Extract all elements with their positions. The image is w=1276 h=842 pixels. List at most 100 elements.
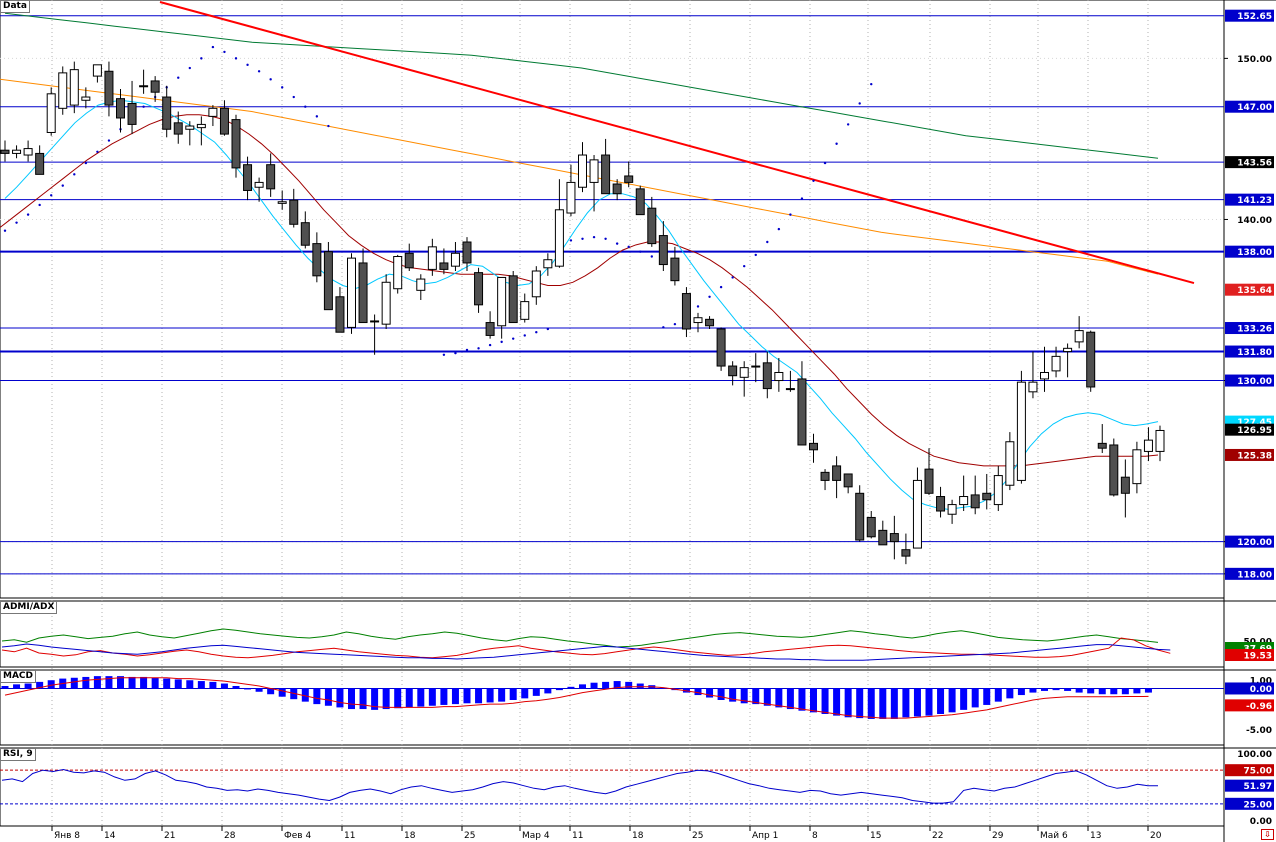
sar-dot [15, 221, 18, 224]
macd-histogram-bar [590, 682, 598, 689]
sar-dot [766, 240, 769, 244]
sar-dot [777, 227, 781, 231]
candle-body [508, 275, 518, 324]
candle-body [81, 96, 91, 101]
date-tick-label: 11 [344, 831, 355, 841]
sar-dot [3, 229, 7, 232]
sar-dot [846, 123, 850, 126]
candle-body [208, 107, 218, 117]
candle-body [728, 365, 738, 377]
expand-icon[interactable]: ⇩ [1261, 829, 1274, 840]
candle-body [254, 181, 264, 188]
candle-body [381, 281, 391, 325]
macd-histogram-bar [140, 676, 148, 689]
sar-dot [488, 343, 492, 347]
macd-histogram-bar [394, 688, 402, 709]
date-tick-label: 21 [164, 831, 175, 841]
candle-body [1016, 381, 1026, 481]
adx-series-line [1, 643, 1171, 661]
sar-dot [61, 184, 64, 187]
candle-body [982, 492, 992, 501]
candle-body [901, 549, 911, 557]
rsi-tick-label: 100.00 [1237, 750, 1272, 760]
sar-dot [858, 102, 861, 105]
macd-histogram-bar [163, 678, 171, 689]
candle-body [739, 367, 749, 378]
date-tick-label: 25 [464, 831, 475, 841]
macd-histogram-bar [625, 681, 633, 689]
macd-histogram-bar [1006, 688, 1014, 699]
ma-long-line [4, 12, 1159, 159]
rsi-level-label: 25.00 [1244, 800, 1272, 810]
date-tick-label: 18 [632, 831, 644, 841]
macd-tick-label: -5.00 [1246, 726, 1272, 736]
candle-body [266, 164, 276, 190]
macd-histogram-bar [960, 688, 968, 710]
date-tick-label: Фев 4 [284, 831, 311, 841]
macd-histogram-bar [810, 688, 817, 713]
candle-body [705, 318, 715, 327]
macd-panel-frame [0, 669, 1225, 746]
sar-dot [304, 105, 307, 108]
sar-dot [650, 255, 653, 258]
macd-histogram-bar [1098, 688, 1106, 695]
level-label-bg [1225, 156, 1274, 169]
sar-dot [535, 331, 538, 334]
candle-body [1005, 441, 1015, 486]
candle-body [1155, 429, 1165, 452]
candle-body [323, 251, 333, 311]
date-tick-label: Янв 8 [54, 831, 80, 841]
sar-dot [327, 124, 330, 128]
sar-dot [581, 237, 584, 240]
macd-histogram-bar [983, 688, 991, 705]
candle-body [439, 262, 449, 270]
candle-body [912, 479, 922, 549]
sar-dot [188, 66, 191, 70]
sar-dot [604, 237, 607, 240]
macd-histogram-bar [440, 688, 448, 705]
macd-histogram-bar [486, 688, 494, 703]
macd-histogram-bar [475, 688, 483, 704]
macd-histogram-bar [729, 688, 737, 702]
candle-body [393, 256, 403, 290]
macd-histogram-bar [948, 688, 956, 713]
macd-histogram-bar [775, 688, 783, 708]
candle-body [543, 259, 553, 269]
macd-histogram-bar [278, 688, 286, 697]
sar-dot [662, 326, 665, 329]
candle-body [1120, 476, 1130, 494]
candle-body [878, 529, 888, 546]
macd-histogram-bar [890, 688, 898, 719]
macd-histogram-bar [694, 688, 702, 696]
sar-dot [73, 173, 76, 176]
sar-dot [281, 86, 284, 89]
macd-histogram-bar [532, 688, 540, 696]
sar-dot [823, 161, 827, 165]
date-tick-label: 28 [224, 831, 236, 841]
candle-body [1028, 381, 1038, 393]
rsi-level-label-bg [1225, 797, 1274, 810]
candle-body [358, 262, 368, 324]
candle-body [150, 80, 160, 93]
macd-histogram-bar [128, 676, 136, 689]
macd-histogram-bar [798, 688, 806, 711]
macd-histogram-bar [994, 688, 1002, 702]
candle-body [23, 148, 33, 156]
sar-dot [477, 347, 480, 350]
macd-value-label: 0.00 [1250, 685, 1272, 695]
macd-histogram-bar [1052, 688, 1060, 691]
level-label: 130.00 [1237, 377, 1272, 387]
candle-body [601, 154, 611, 195]
macd-histogram-bar [428, 688, 436, 706]
macd-value-label-bg [1225, 682, 1274, 695]
candle-body [647, 207, 657, 245]
sar-dot [96, 150, 99, 154]
sar-dot [292, 95, 295, 99]
candle-body [809, 442, 818, 451]
rsi-value-label: 51.97 [1244, 782, 1272, 792]
rsi-level-label-bg [1225, 764, 1274, 777]
macd-signal-label-bg [1225, 699, 1274, 712]
macd-histogram-bar [636, 683, 644, 689]
macd-histogram-bar [209, 681, 217, 689]
sar-dot [639, 250, 642, 253]
